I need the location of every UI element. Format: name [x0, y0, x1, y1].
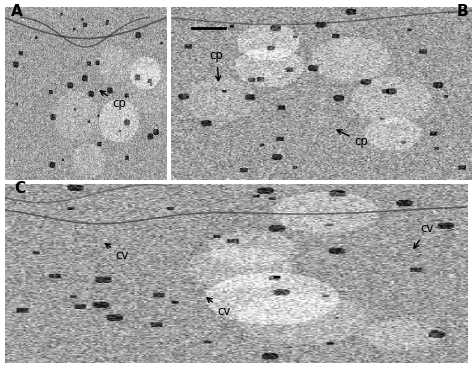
Text: cv: cv [105, 244, 129, 262]
Text: cv: cv [414, 222, 434, 248]
Text: cp: cp [100, 91, 127, 110]
Text: B: B [456, 4, 468, 19]
Text: cp: cp [210, 49, 224, 81]
Text: C: C [14, 181, 25, 196]
Text: A: A [11, 4, 23, 19]
Text: cp: cp [337, 130, 368, 148]
Text: cv: cv [207, 298, 231, 318]
